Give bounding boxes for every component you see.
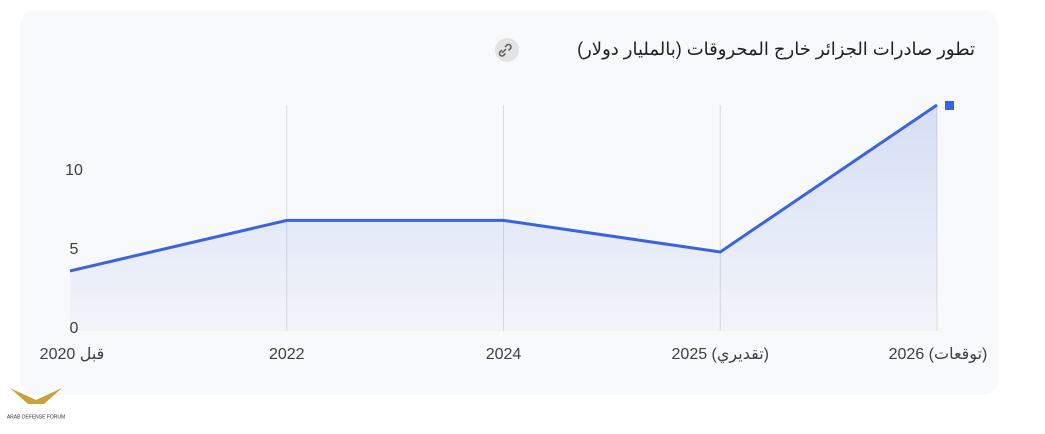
logo-wings: [10, 388, 62, 404]
y-tick-label: 10: [65, 162, 83, 179]
x-tick-label: قبل 2020: [40, 346, 105, 363]
y-tick-label: 5: [70, 241, 79, 258]
x-tick-label: 2026 (توقعات): [889, 346, 988, 364]
watermark-text: ARAB DEFENSE FORUM: [7, 414, 65, 420]
x-tick-label: 2024: [486, 346, 522, 363]
link-icon[interactable]: [498, 43, 512, 57]
x-tick-label: 2022: [269, 346, 305, 363]
chart-title: تطور صادرات الجزائر خارج المحروقات (بالم…: [577, 39, 975, 60]
link-button-bg[interactable]: [495, 38, 519, 62]
link-button[interactable]: [495, 38, 519, 62]
line: [69, 103, 938, 273]
watermark-logo: ARAB DEFENSE FORUM: [7, 388, 65, 420]
area: [70, 105, 937, 331]
end-marker: [945, 101, 954, 110]
x-tick-label: 2025 (تقديري): [672, 346, 769, 364]
